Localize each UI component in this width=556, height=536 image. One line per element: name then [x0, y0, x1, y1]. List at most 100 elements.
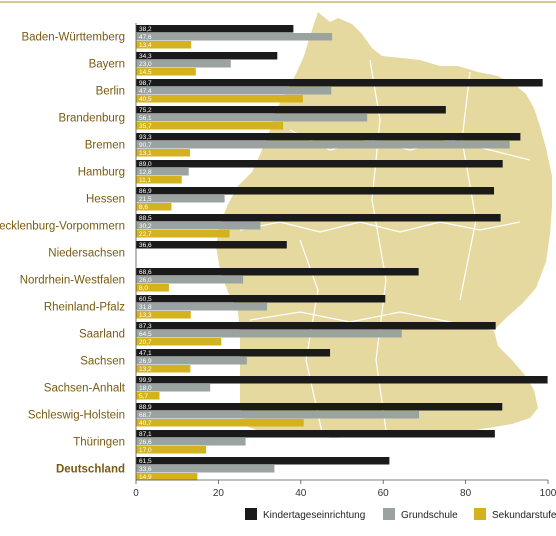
data-label: 56,1	[139, 115, 152, 122]
bar	[136, 376, 548, 384]
data-label: 26,0	[139, 277, 152, 284]
data-label: 30,2	[139, 223, 152, 230]
bar	[136, 230, 230, 238]
bar	[136, 365, 191, 373]
bar	[136, 322, 496, 330]
category-labels: Baden-Württemberg Bayern Berlin Brandenburg…	[0, 31, 126, 475]
bar	[136, 430, 495, 438]
category-label: Brandenburg	[59, 112, 126, 124]
data-label: 13,3	[139, 312, 152, 319]
bar	[136, 284, 169, 292]
bar	[136, 106, 446, 114]
data-label: 90,7	[139, 142, 152, 149]
data-label: 47,4	[139, 88, 152, 95]
legend-entry: Kindertageseinrichtung	[263, 510, 365, 521]
bar	[136, 303, 268, 311]
data-label: 86,9	[139, 188, 152, 195]
category-label: Berlin	[96, 85, 125, 97]
data-label: 40,5	[139, 96, 152, 103]
x-tick-label: 0	[133, 488, 139, 499]
x-tick-label: 80	[460, 488, 472, 499]
data-label: 23,0	[139, 61, 152, 68]
data-label: 11,1	[139, 177, 152, 184]
bar	[136, 338, 222, 346]
bar	[136, 330, 402, 338]
bar	[136, 149, 190, 157]
data-label: 60,5	[139, 296, 152, 303]
bar	[136, 446, 207, 454]
bar	[136, 419, 304, 427]
data-label: 68,7	[139, 412, 152, 419]
data-label: 88,9	[139, 404, 152, 411]
state-border-line	[239, 221, 521, 233]
data-label: 33,6	[139, 466, 152, 473]
bars-layer: 38,247,613,4 34,323,014,5 98,747,440,5 75,2…	[136, 25, 548, 481]
data-label: 35,7	[139, 123, 152, 130]
bar	[136, 87, 332, 95]
legend-swatch	[474, 508, 486, 520]
data-label: 34,3	[139, 53, 152, 60]
data-label: 12,8	[139, 169, 152, 176]
data-label: 64,5	[139, 331, 152, 338]
data-label: 20,7	[139, 339, 152, 346]
bar	[136, 276, 244, 284]
data-label: 26,6	[139, 439, 152, 446]
data-label: 47,6	[139, 34, 152, 41]
data-label: 17,0	[139, 447, 152, 454]
data-label: 68,6	[139, 269, 152, 276]
data-label: 47,1	[139, 350, 152, 357]
state-border-line	[459, 71, 477, 301]
legend-entry: Grundschule	[401, 510, 458, 521]
bar	[136, 222, 261, 230]
category-label: Hamburg	[78, 166, 125, 178]
category-label: Bayern	[89, 58, 125, 70]
bar	[136, 141, 510, 149]
data-label: 75,2	[139, 107, 152, 114]
data-label: 87,1	[139, 431, 152, 438]
legend-entry: Sekundarstufe I	[492, 510, 556, 521]
data-label: 98,7	[139, 80, 152, 87]
category-label: Schleswig-Holstein	[28, 409, 125, 421]
bar	[136, 60, 231, 68]
bar	[136, 438, 246, 446]
data-label: 99,9	[139, 377, 152, 384]
data-label: 18,0	[139, 385, 152, 392]
data-label: 13,2	[139, 366, 152, 373]
bar	[136, 122, 284, 130]
category-label: Thüringen	[73, 436, 125, 448]
bar	[136, 295, 386, 303]
x-tick-label: 40	[295, 488, 307, 499]
bar	[136, 473, 198, 481]
category-label: Niedersachsen	[48, 247, 125, 259]
data-label: 5,7	[139, 393, 148, 400]
category-label: Deutschland	[56, 463, 125, 475]
bar	[136, 195, 225, 203]
x-axis: 0 20 40 60 80 100	[133, 23, 556, 499]
category-label: Hessen	[86, 193, 125, 205]
data-label: 22,7	[139, 231, 152, 238]
data-label: 13,4	[139, 42, 152, 49]
data-label: 21,5	[139, 196, 152, 203]
bar	[136, 403, 503, 411]
data-label: 93,3	[139, 134, 152, 141]
data-label: 61,5	[139, 458, 152, 465]
bar	[136, 392, 160, 400]
category-label: Nordrhein-Westfalen	[20, 274, 125, 286]
category-label: Sachsen-Anhalt	[44, 382, 126, 394]
legend-swatch	[245, 508, 257, 520]
bar	[136, 203, 172, 211]
bar	[136, 95, 303, 103]
x-tick-label: 60	[378, 488, 390, 499]
bar	[136, 133, 521, 141]
bar	[136, 349, 331, 357]
bar	[136, 241, 287, 249]
data-label: 26,9	[139, 358, 152, 365]
data-label: 8,0	[139, 285, 148, 292]
data-label: 88,5	[139, 215, 152, 222]
x-tick-label: 100	[540, 488, 556, 499]
bar	[136, 411, 420, 419]
data-label: 40,7	[139, 420, 152, 427]
bar	[136, 33, 333, 41]
